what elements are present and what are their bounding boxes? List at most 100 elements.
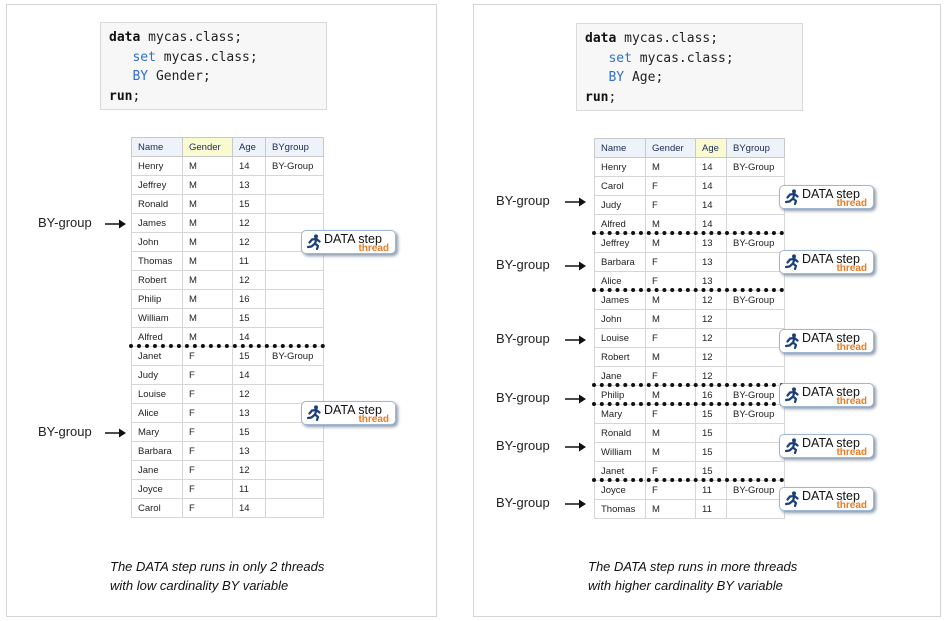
data-step-thread-badge: DATA step thread [301,400,396,425]
thread-subtitle: thread [836,500,867,511]
table-row: Jeffrey M 13 BY-Group [594,233,785,253]
table-cell: 12 [232,270,266,290]
by-group-label: BY-group [496,331,550,347]
table-cell: F [182,460,233,480]
table-cell [726,347,785,367]
data-step-thread-badge: DATA step thread [779,433,874,458]
table-cell: Henry [594,157,646,177]
caption-line: with higher cardinality BY variable [588,578,783,593]
table-cell: 13 [232,403,266,423]
by-group-label: BY-group [496,494,550,510]
table-cell: F [182,403,233,423]
table-cell: 12 [695,309,727,329]
table-cell: 12 [695,290,727,310]
table-cell: M [645,442,696,462]
table-cell: BY-Group [726,157,785,177]
table-cell: F [645,404,696,424]
column-header: BYgroup [726,138,785,158]
data-step-thread-badge: DATA step thread [301,229,396,254]
code-keyword: data [585,31,617,46]
table-cell: BY-Group [726,290,785,310]
code-keyword: run [109,88,133,104]
table-cell: 15 [232,194,266,214]
caption-line: The DATA step runs in more threads [588,559,798,574]
table-cell: F [645,195,696,215]
table-cell: M [182,175,233,195]
data-step-thread-badge: DATA step thread [779,184,874,209]
data-step-thread-badge: DATA step thread [779,487,874,511]
table-cell [265,251,324,271]
code-keyword: BY [132,69,149,84]
thread-subtitle: thread [836,197,867,209]
table-cell [726,252,785,272]
table-cell: M [182,308,233,328]
table-cell: F [182,346,233,366]
table-cell: Louise [594,328,646,348]
table-cell: F [645,176,696,196]
table-cell [265,308,324,328]
table-cell: 11 [695,499,727,519]
table-cell: M [182,194,233,214]
table-cell: F [182,422,233,442]
thread-subtitle: thread [358,242,389,254]
table-cell: Jane [131,460,183,480]
table-cell: 14 [232,365,266,385]
column-header: Gender [182,137,233,157]
table-cell: 12 [695,328,727,348]
table-cell: M [182,213,233,233]
column-header: Name [131,137,183,157]
table-row: Mary F 15 BY-Group [594,404,785,424]
table-cell [726,309,785,329]
thread-title: DATA step [802,186,860,201]
table-cell: Joyce [594,480,646,500]
group-break-line [592,383,784,387]
table-cell: Robert [594,347,646,367]
group-break-line [592,402,784,406]
table-cell: William [594,442,646,462]
group-break-line [592,288,784,292]
table-cell: M [645,290,696,310]
table-cell: William [131,308,183,328]
table-cell: Ronald [131,194,183,214]
table-cell: M [645,347,696,367]
table-cell: 12 [232,384,266,404]
table-row: William M 15 [594,442,785,462]
code-text: ; [132,88,141,104]
table-cell [265,365,324,385]
table-row: Thomas M 11 [131,251,324,271]
code-text: Gender; [148,69,211,84]
table-row: Mary F 15 [131,422,324,442]
table-cell: Barbara [594,252,646,272]
table-cell: John [594,309,646,329]
thread-title: DATA step [802,251,860,266]
table-cell: Louise [131,384,183,404]
table-cell: F [182,498,233,518]
data-step-thread-badge: DATA step thread [779,329,874,354]
table-cell: 14 [695,195,727,215]
thread-title: DATA step [802,489,860,503]
data-step-thread-badge: DATA step thread [779,249,874,274]
table-cell: Carol [131,498,183,518]
table-cell: Carol [594,176,646,196]
table-cell: 13 [232,175,266,195]
table-cell: 13 [695,233,727,253]
table-row: Carol F 14 [594,176,785,196]
table-cell: 11 [232,251,266,271]
table-row: James M 12 BY-Group [594,290,785,310]
table-cell: F [645,328,696,348]
table-cell: BY-Group [726,233,785,253]
table-row: Barbara F 13 [594,252,785,272]
table-cell: John [131,232,183,252]
by-group-label: BY-group [38,214,92,230]
table-cell: 12 [232,213,266,233]
table-cell: F [645,480,696,500]
caption-line: with low cardinality BY variable [110,578,289,593]
thread-subtitle: thread [836,262,867,274]
table-cell: BY-Group [726,480,785,500]
table-cell: M [645,157,696,177]
table-cell [726,423,785,443]
table-cell: Alice [131,403,183,423]
table-row: Henry M 14 BY-Group [131,156,324,176]
table-cell: 14 [695,157,727,177]
table-cell [265,194,324,214]
